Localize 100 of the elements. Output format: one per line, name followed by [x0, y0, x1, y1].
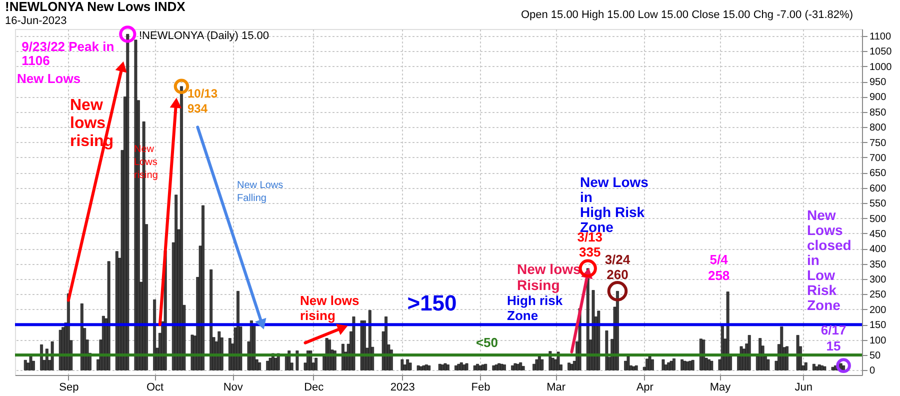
bar — [153, 300, 156, 370]
y-tick-label: 1000 — [870, 62, 892, 73]
annotation: New Lows Falling — [237, 180, 284, 204]
annotation: New Lows closed in Low Risk Zone — [807, 207, 852, 313]
bar — [210, 269, 213, 370]
y-tick-label: 1050 — [870, 46, 892, 58]
chart-title: !NEWLONYA New Lows INDX — [5, 0, 186, 14]
annotation: 10/13 934 — [187, 86, 218, 116]
annotation: 5/4 258 — [708, 252, 730, 283]
x-tick-label: Mar — [546, 382, 566, 394]
bar — [258, 362, 261, 370]
bar — [514, 363, 517, 370]
y-tick-label: 900 — [870, 92, 887, 104]
annotation: New Lows — [17, 71, 81, 86]
bar — [670, 360, 673, 370]
bar — [32, 360, 35, 370]
x-tick-label: Feb — [471, 382, 490, 394]
bar — [406, 359, 409, 370]
bar — [780, 326, 784, 370]
y-tick-label: 350 — [870, 259, 887, 270]
bar — [818, 364, 821, 370]
bar — [325, 338, 328, 370]
bar — [408, 362, 412, 370]
y-tick-label: 750 — [870, 138, 887, 149]
bar — [820, 365, 824, 370]
x-tick-label: Oct — [146, 382, 164, 394]
y-tick-label: 500 — [870, 214, 887, 225]
bar — [400, 359, 404, 370]
bar — [796, 335, 800, 370]
bar — [626, 356, 630, 370]
bar — [605, 330, 608, 370]
bar — [522, 366, 525, 370]
bar — [726, 292, 730, 370]
bar — [624, 360, 627, 370]
annotation: 3/24 260 — [604, 252, 631, 282]
x-tick-label: Dec — [304, 382, 324, 394]
bar — [202, 205, 204, 370]
bar — [710, 360, 714, 370]
y-tick-label: 550 — [870, 198, 887, 210]
y-tick-label: 200 — [870, 304, 887, 316]
bar — [766, 359, 770, 370]
bar — [416, 365, 420, 370]
bar — [535, 359, 538, 370]
y-tick-label: 400 — [870, 244, 887, 256]
y-tick-label: 0 — [870, 366, 876, 377]
y-tick-label: 300 — [870, 274, 887, 286]
bar — [494, 364, 498, 370]
annotation: 6/17 15 — [820, 322, 846, 354]
bar — [662, 359, 665, 370]
y-tick-label: 600 — [870, 183, 887, 194]
bar — [570, 364, 574, 370]
bar — [812, 364, 816, 370]
bar — [438, 364, 442, 370]
bar — [842, 365, 845, 370]
bar — [691, 360, 694, 370]
bar — [24, 360, 27, 370]
bar — [360, 320, 364, 370]
bar — [568, 362, 570, 370]
bar — [180, 86, 183, 370]
bar — [252, 324, 256, 370]
bar — [680, 359, 684, 370]
annotation: New lows rising — [300, 293, 360, 323]
bar — [126, 34, 130, 370]
bar — [107, 261, 110, 370]
bar — [29, 354, 32, 370]
bar — [748, 335, 751, 370]
y-tick-label: 50 — [870, 350, 882, 362]
bar — [831, 366, 834, 370]
bar — [58, 330, 62, 370]
bar — [422, 365, 426, 370]
x-tick-label: Jun — [794, 382, 813, 394]
bar — [481, 364, 484, 370]
bar — [476, 364, 479, 370]
bar — [457, 364, 460, 370]
bar — [428, 365, 431, 370]
x-tick-label: May — [710, 382, 732, 394]
x-tick-label: Apr — [636, 382, 654, 394]
bar — [646, 358, 649, 370]
bar — [502, 364, 506, 370]
bar — [804, 362, 808, 370]
y-tick-label: 100 — [870, 335, 887, 346]
y-tick-label: 850 — [870, 107, 887, 118]
y-tick-label: 650 — [870, 168, 887, 180]
bar — [462, 364, 466, 370]
annotation: 9/23/22 Peak in 1106 — [22, 39, 114, 68]
x-tick-label: 2023 — [390, 382, 415, 394]
bar — [634, 365, 638, 370]
x-tick-label: Sep — [59, 382, 79, 394]
bar — [484, 364, 488, 370]
bar — [478, 365, 482, 370]
ref-line-label: >150 — [407, 290, 457, 316]
bar — [50, 341, 54, 370]
x-tick-label: Nov — [223, 382, 244, 394]
bar — [823, 366, 826, 370]
y-tick-label: 450 — [870, 228, 887, 240]
y-tick-label: 800 — [870, 122, 887, 134]
y-tick-label: 950 — [870, 77, 887, 88]
bar — [651, 359, 654, 370]
chart-subtitle: 16-Jun-2023 — [5, 15, 67, 27]
text: Open 15.00 High 15.00 Low 15.00 Close 15.00 Chg -7.00 (-31.82%) — [520, 9, 853, 21]
